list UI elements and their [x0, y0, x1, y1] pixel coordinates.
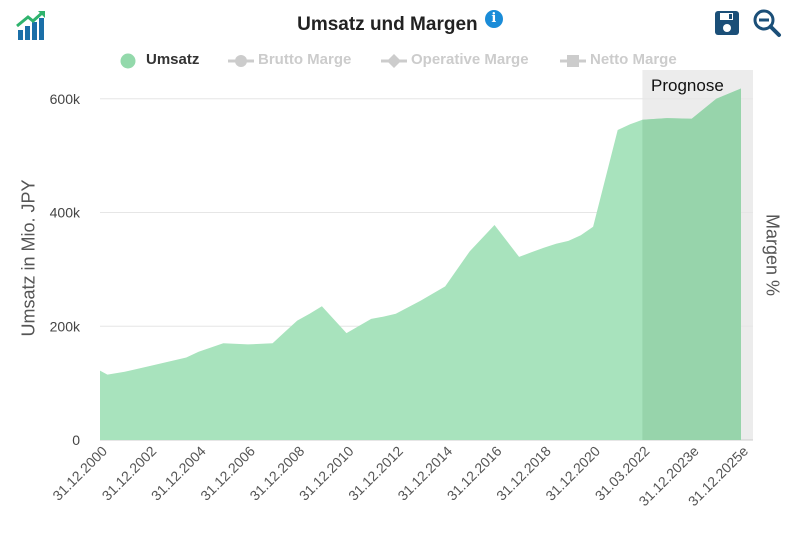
legend-circle-icon	[120, 53, 136, 69]
y-tick-label: 600k	[50, 91, 81, 107]
legend-label: Brutto Marge	[258, 51, 352, 68]
logo-icon	[16, 11, 45, 40]
legend-label: Operative Marge	[411, 51, 529, 68]
revenue-area-forecast	[642, 88, 741, 440]
chart-title-text: Umsatz und Margen	[297, 14, 478, 35]
zoom-out-icon[interactable]	[752, 8, 782, 38]
revenue-area	[100, 88, 741, 440]
y2-axis-label: Margen %	[762, 213, 783, 297]
forecast-label: Prognose	[651, 76, 724, 95]
y-tick-label: 0	[72, 432, 80, 448]
legend-line-circle-icon	[228, 55, 254, 67]
legend-label: Netto Marge	[590, 51, 677, 68]
legend-label: Umsatz	[146, 51, 200, 68]
info-icon[interactable]: i	[484, 10, 503, 28]
chart-legend: Umsatz Brutto Marge Operative Marge Nett…	[0, 50, 800, 70]
chart-title: Umsatz und Margen i	[0, 10, 800, 36]
legend-line-diamond-icon	[381, 54, 407, 68]
y-axis-label: Umsatz in Mio. JPY	[18, 179, 39, 337]
save-icon[interactable]	[712, 8, 742, 38]
y-tick-label: 400k	[50, 205, 81, 221]
legend-line-square-icon	[560, 55, 586, 67]
y-tick-label: 200k	[50, 318, 81, 334]
